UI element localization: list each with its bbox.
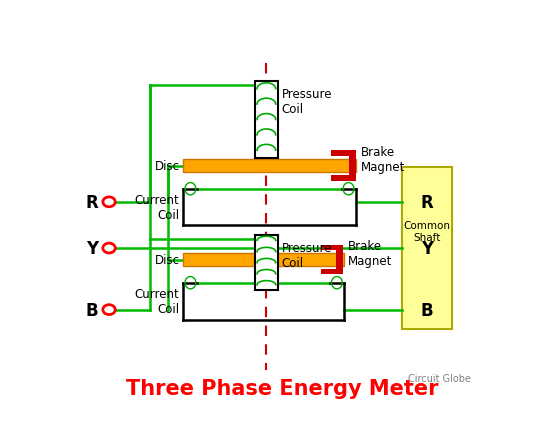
Text: R: R: [86, 194, 98, 212]
Bar: [321, 269, 343, 275]
Bar: [184, 254, 344, 266]
Text: Common
Shaft: Common Shaft: [404, 221, 450, 242]
Text: B: B: [86, 301, 98, 319]
Bar: [332, 151, 356, 157]
Text: Y: Y: [421, 240, 433, 258]
Text: B: B: [421, 301, 433, 319]
Text: Current
Coil: Current Coil: [135, 194, 179, 221]
Text: Three Phase Energy Meter: Three Phase Energy Meter: [125, 378, 438, 398]
Text: Pressure
Coil: Pressure Coil: [282, 241, 332, 269]
Circle shape: [103, 198, 115, 207]
Text: R: R: [421, 194, 433, 212]
Text: Current
Coil: Current Coil: [135, 287, 179, 315]
Circle shape: [103, 305, 115, 315]
Text: Brake
Magnet: Brake Magnet: [361, 146, 405, 174]
Bar: [255, 235, 278, 291]
Text: Disc: Disc: [155, 254, 179, 266]
Text: Brake
Magnet: Brake Magnet: [348, 240, 392, 268]
Bar: [349, 151, 356, 182]
Text: Pressure
Coil: Pressure Coil: [282, 88, 332, 116]
Bar: [402, 168, 452, 329]
Bar: [255, 82, 278, 159]
Bar: [321, 245, 343, 251]
Text: Circuit Globe: Circuit Globe: [408, 373, 471, 383]
Text: Disc: Disc: [155, 160, 179, 173]
Bar: [336, 245, 343, 275]
Bar: [332, 176, 356, 182]
Bar: [184, 160, 355, 173]
Circle shape: [103, 244, 115, 253]
Text: Y: Y: [86, 240, 98, 258]
